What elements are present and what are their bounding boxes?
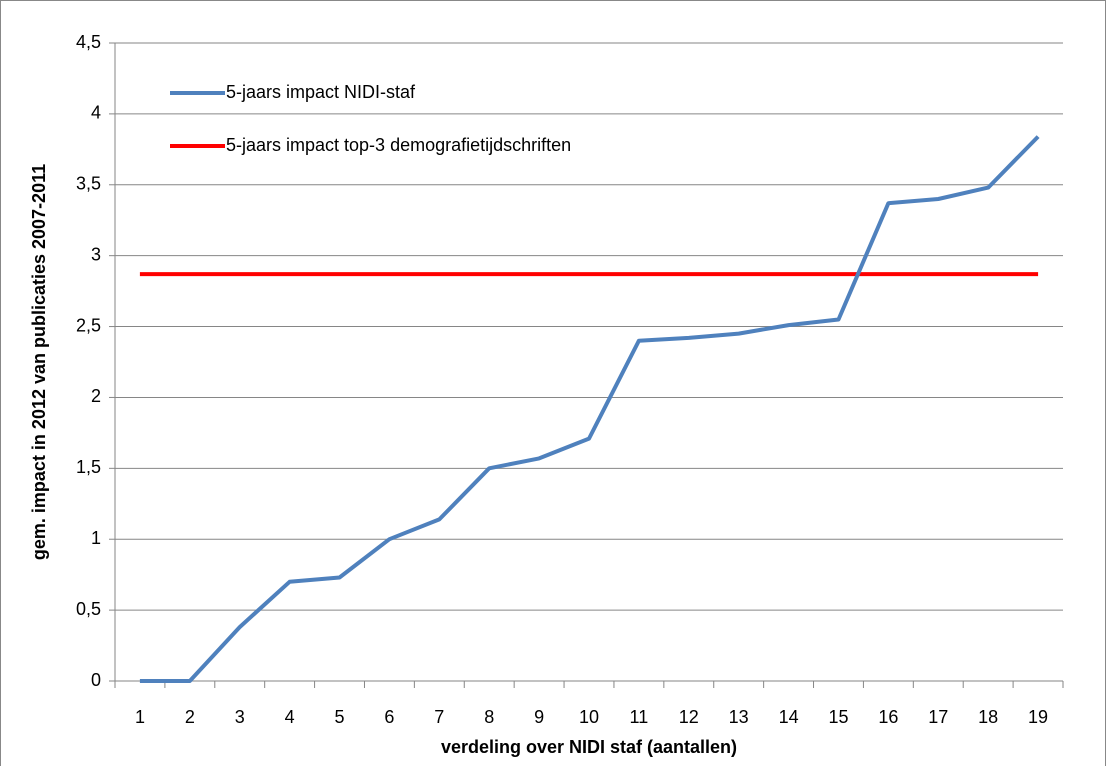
x-tick-label: 18: [978, 707, 998, 727]
x-tick-label: 16: [878, 707, 898, 727]
legend-label: 5-jaars impact top-3 demografietijdschri…: [226, 135, 571, 155]
x-tick-label: 19: [1028, 707, 1048, 727]
x-tick-label: 4: [285, 707, 295, 727]
x-tick-label: 3: [235, 707, 245, 727]
y-tick-label: 1: [91, 528, 101, 548]
y-tick-label: 4: [91, 103, 101, 123]
x-tick-label: 7: [434, 707, 444, 727]
y-tick-label: 0: [91, 670, 101, 690]
x-tick-label: 9: [534, 707, 544, 727]
x-tick-label: 6: [384, 707, 394, 727]
x-tick-label: 14: [779, 707, 799, 727]
y-tick-label: 2: [91, 386, 101, 406]
y-tick-label: 3,5: [76, 174, 101, 194]
y-tick-label: 0,5: [76, 599, 101, 619]
x-axis-label: verdeling over NIDI staf (aantallen): [441, 737, 737, 757]
y-tick-label: 4,5: [76, 32, 101, 52]
y-tick-label: 1,5: [76, 457, 101, 477]
x-tick-label: 10: [579, 707, 599, 727]
y-tick-label: 3: [91, 244, 101, 264]
x-tick-label: 2: [185, 707, 195, 727]
x-tick-label: 15: [828, 707, 848, 727]
x-tick-label: 13: [729, 707, 749, 727]
y-tick-label: 2,5: [76, 315, 101, 335]
x-tick-label: 12: [679, 707, 699, 727]
x-tick-label: 17: [928, 707, 948, 727]
x-tick-label: 11: [630, 707, 649, 727]
x-tick-label: 8: [484, 707, 494, 727]
y-axis-label: gem. impact in 2012 van publicaties 2007…: [29, 164, 49, 560]
x-tick-label: 1: [135, 707, 145, 727]
x-tick-label: 5: [335, 707, 345, 727]
series-line: [139, 135, 1040, 683]
legend-label: 5-jaars impact NIDI-staf: [226, 82, 416, 102]
